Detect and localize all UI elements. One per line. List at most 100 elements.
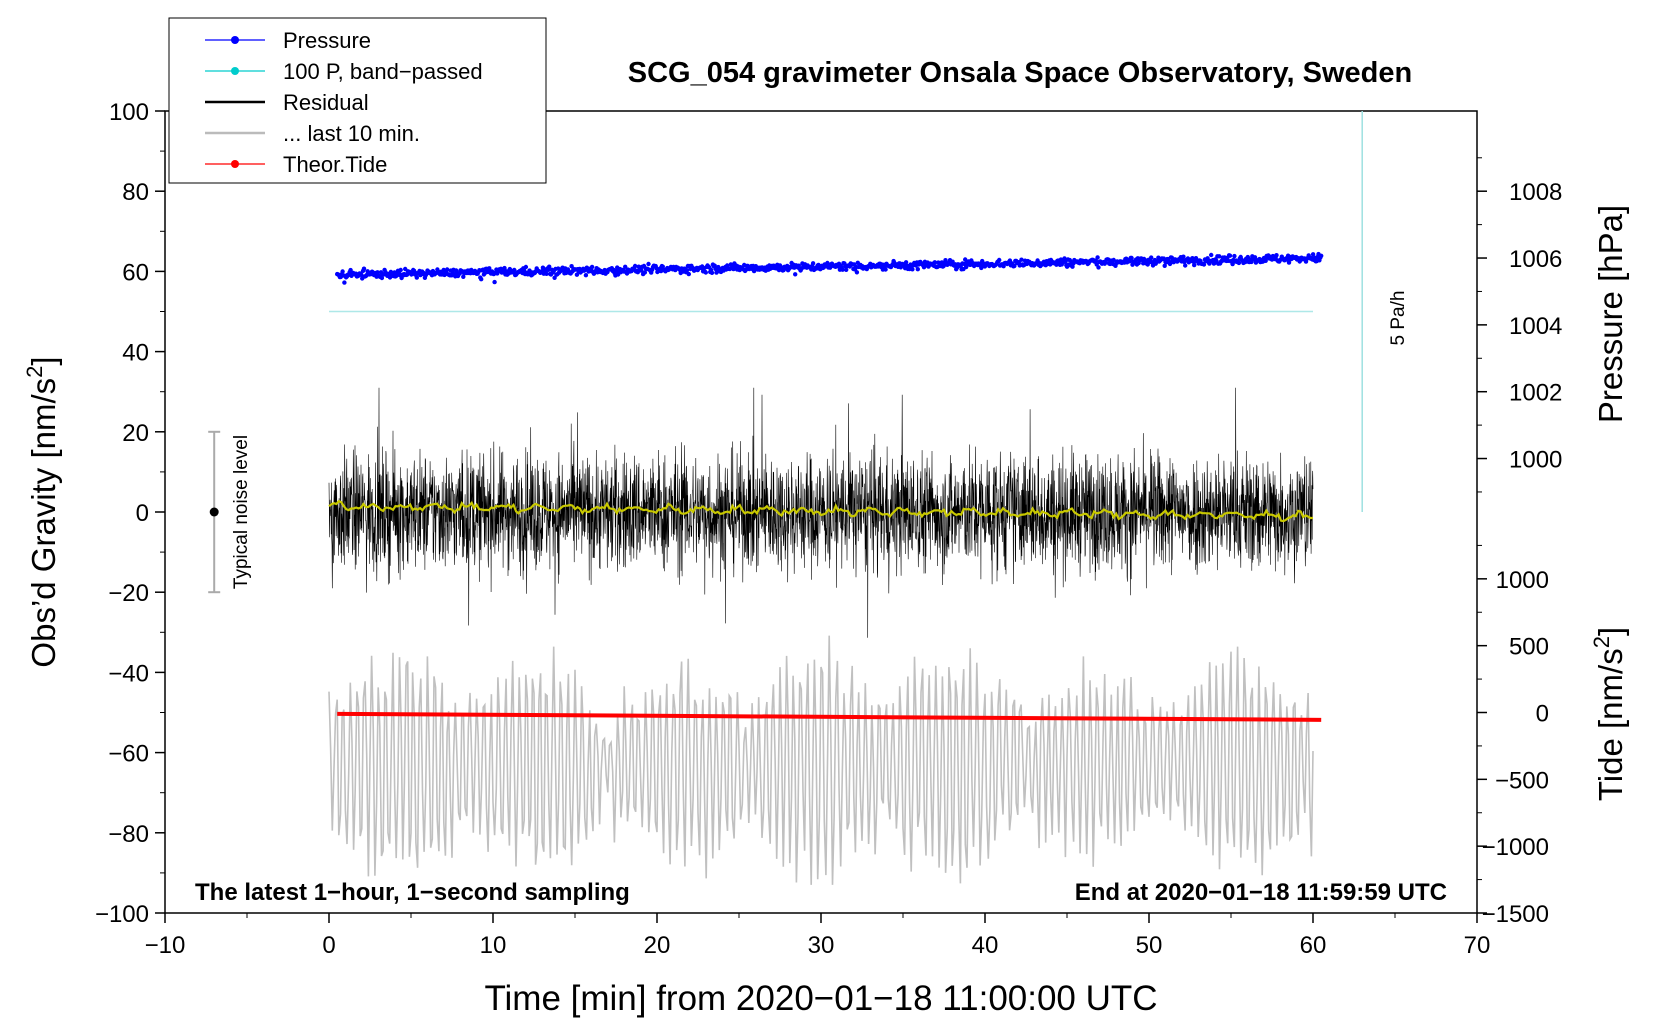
pressure-point [523,264,529,270]
annotation-left: The latest 1−hour, 1−second sampling [195,879,630,906]
y-tick-label: −60 [108,741,149,768]
pressure-point [487,266,492,271]
pressure-tick-label: 1004 [1509,313,1562,340]
pressure-point [375,270,380,275]
residual-line [328,387,1314,638]
noise-bar-group [208,430,221,594]
pressure-point [492,279,497,285]
y-axis-label-left: Obs’d Gravity [nm/s2] [22,356,62,667]
pressure-point [810,261,816,266]
pressure-point [793,272,798,277]
legend-label: Residual [283,90,369,115]
pressure-point [915,267,920,272]
pressure-point [1111,257,1116,263]
x-axis-label: Time [min] from 2020−01−18 11:00:00 UTC [484,979,1157,1018]
tide-axis-label: Tide [nm/s2] [1589,627,1629,801]
noise-bar-label: Typical noise level [231,435,252,589]
pressure-point [583,273,589,278]
pressure-point [1274,253,1279,258]
pressure-point [883,267,888,272]
rate-bar-label: 5 Pa/h [1388,291,1409,346]
legend-label: Pressure [283,28,371,53]
pressure-point [686,271,691,277]
y-axis-label-left-sup: 2 [22,366,47,378]
pressure-point [840,267,845,272]
last-10-min-line [328,635,1314,885]
pressure-point [1149,255,1154,260]
pressure-point [348,267,353,273]
pressure-point [709,270,715,275]
x-tick-label: 60 [1300,932,1327,959]
y-tick-label: 60 [122,259,149,286]
tide-axis-label-end: ] [1592,627,1629,636]
pressure-tick-label: 1008 [1509,179,1562,206]
pressure-point [751,268,757,274]
y-tick-label: 40 [122,340,149,367]
pressure-point [589,264,595,270]
tide-tick-label: −1500 [1482,901,1549,928]
pressure-axis-label: Pressure [hPa] [1592,205,1629,423]
y-tick-label: −80 [108,821,149,848]
residual-smoothed-group [328,499,1314,523]
x-tick-label: 10 [480,932,507,959]
pressure-point [398,267,403,273]
pressure-point [703,270,708,275]
pressure-point [1263,258,1268,263]
tide-tick-label: −1000 [1482,834,1549,861]
tide-tick-label: 0 [1536,701,1549,728]
tide-axis-label-sup: 2 [1589,636,1614,648]
y-tick-label: 20 [122,420,149,447]
pressure-point [1310,252,1316,257]
pressure-point [1161,256,1167,261]
pressure-point [1319,253,1324,258]
legend-label: ... last 10 min. [283,121,420,146]
legend-box [168,17,547,184]
pressure-point [1190,256,1195,261]
y-tick-label: −40 [108,660,149,687]
pressure-point [997,257,1002,263]
tide-line [337,711,1322,722]
x-tick-label: 30 [808,932,835,959]
pressure-point [1183,263,1188,268]
pressure-point [727,266,733,272]
pressure-point [910,267,915,272]
pressure-point [1181,254,1186,259]
pressure-point [544,271,549,276]
pressure-point [340,269,345,274]
x-tick-label: −10 [145,932,186,959]
pressure-group [335,251,1324,285]
pressure-point [1019,257,1024,262]
pressure-point [943,258,948,263]
legend-label: Theor.Tide [283,152,387,177]
chart-title: SCG_054 gravimeter Onsala Space Observat… [628,57,1412,89]
pressure-point [445,267,450,272]
last-10-min-group [328,635,1314,885]
pressure-point [1201,262,1207,267]
pressure-point [479,277,484,282]
y-tick-label: 80 [122,179,149,206]
pressure-point [1227,253,1233,258]
pressure-point [1093,258,1099,263]
pressure-point [632,263,638,269]
y-axis-label-left-end: ] [25,356,62,365]
x-tick-label: 40 [972,932,999,959]
pressure-point [716,264,721,270]
y-tick-label: 100 [109,99,149,126]
y-tick-label: −20 [108,580,149,607]
legend-swatch-marker [231,67,239,75]
pressure-point [903,260,909,265]
pressure-point [342,280,347,285]
pressure-point [1232,253,1237,259]
pressure-point [1192,262,1197,268]
legend-label: 100 P, band−passed [283,59,483,84]
pressure-point [932,260,937,265]
pressure-point [1252,255,1258,260]
pressure-point [642,270,648,275]
tide-tick-label: 1000 [1496,567,1549,594]
pressure-point [854,270,860,275]
annotation-right: End at 2020−01−18 11:59:59 UTC [1075,879,1447,906]
pressure-point [1236,260,1242,266]
pressure-point [639,268,644,273]
pressure-point [414,275,419,280]
